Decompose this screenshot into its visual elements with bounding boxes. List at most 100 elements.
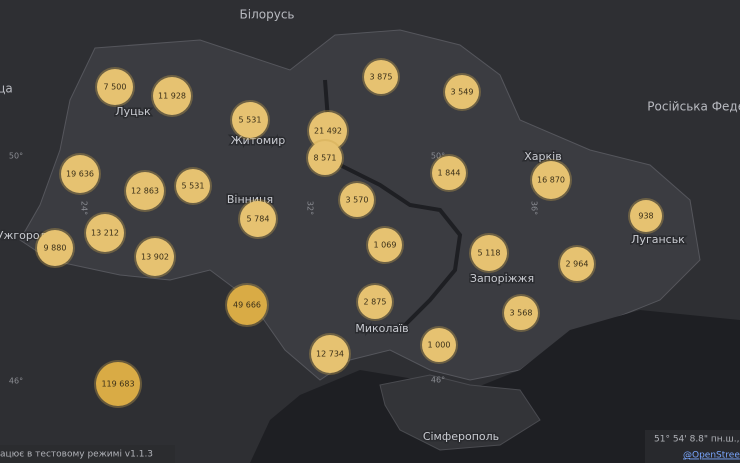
cluster-marker[interactable]: 1 069	[366, 226, 404, 264]
graticule-label: 50°	[431, 152, 445, 161]
cluster-circle	[368, 228, 402, 262]
country-label: Російська Федер	[647, 100, 740, 114]
city-label: Луганськ	[631, 233, 685, 246]
cluster-circle	[432, 156, 466, 190]
cluster-marker[interactable]: 3 570	[338, 181, 376, 219]
cluster-circle	[358, 285, 392, 319]
cluster-marker[interactable]: 938	[628, 198, 664, 234]
cluster-marker[interactable]: 8 571	[306, 139, 344, 177]
cluster-count: 7 500	[104, 83, 127, 92]
cluster-circle	[37, 230, 73, 266]
cluster-marker[interactable]: 3 875	[362, 58, 400, 96]
cluster-circle	[86, 214, 124, 252]
cluster-circle	[153, 77, 191, 115]
cluster-marker[interactable]: 1 844	[430, 154, 468, 192]
city-label: Харків	[524, 150, 561, 163]
status-bar	[0, 445, 175, 463]
cluster-circle	[227, 285, 267, 325]
cluster-marker[interactable]: 5 531	[230, 100, 270, 140]
cluster-circle	[471, 235, 507, 271]
graticule-label: 32°	[306, 201, 315, 215]
cluster-count: 5 531	[182, 182, 205, 191]
cluster-circle	[311, 335, 349, 373]
cluster-marker[interactable]: 12 863	[124, 170, 166, 212]
cluster-count: 938	[638, 212, 653, 221]
cluster-marker[interactable]: 119 683	[94, 360, 142, 408]
cluster-count: 5 118	[478, 249, 501, 258]
cluster-count: 1 844	[438, 169, 461, 178]
cluster-marker[interactable]: 11 928	[151, 75, 193, 117]
cluster-count: 5 784	[247, 215, 270, 224]
cluster-count: 49 666	[233, 301, 261, 310]
cluster-count: 3 570	[346, 196, 369, 205]
cluster-marker[interactable]: 13 212	[84, 212, 126, 254]
sea	[250, 310, 740, 463]
graticule-label: 36°	[530, 201, 539, 215]
cluster-circle	[445, 75, 479, 109]
cluster-marker[interactable]: 7 500	[95, 67, 135, 107]
cluster-count: 8 571	[314, 154, 337, 163]
cluster-marker[interactable]: 19 636	[59, 153, 101, 195]
cluster-circle	[309, 112, 347, 150]
cluster-circle	[532, 161, 570, 199]
cluster-marker[interactable]: 3 549	[443, 73, 481, 111]
cluster-circle	[176, 169, 210, 203]
cluster-circle	[232, 102, 268, 138]
cluster-marker[interactable]: 5 531	[174, 167, 212, 205]
crimea	[379, 374, 541, 451]
cluster-marker[interactable]: 13 902	[134, 236, 176, 278]
cluster-count: 5 531	[239, 116, 262, 125]
graticule-label: 50°	[9, 152, 23, 161]
graticule-label: 46°	[431, 376, 445, 385]
country-label: Білорусь	[240, 8, 295, 22]
cluster-marker[interactable]: 1 000	[420, 326, 458, 364]
cluster-marker[interactable]: 49 666	[225, 283, 269, 327]
city-label: Луцьк	[115, 105, 151, 118]
cluster-count: 1 069	[374, 241, 397, 250]
cluster-circle	[126, 172, 164, 210]
city-label: Сімферополь	[423, 430, 499, 443]
cluster-count: 16 870	[537, 176, 565, 185]
cluster-count: 3 568	[510, 309, 533, 318]
cluster-circle	[61, 155, 99, 193]
cluster-marker[interactable]: 21 492	[307, 110, 349, 152]
coords-text: 51° 54' 8.8" пн.ш.,	[654, 435, 740, 445]
graticule-label: 24°	[80, 201, 89, 215]
cluster-circle	[97, 69, 133, 105]
city-label: Запоріжжя	[470, 272, 534, 285]
cluster-circle	[504, 296, 538, 330]
cluster-circle	[340, 183, 374, 217]
cluster-marker[interactable]: 2 875	[356, 283, 394, 321]
cluster-count: 9 880	[44, 244, 67, 253]
cluster-count: 12 863	[131, 187, 159, 196]
coords-box	[645, 430, 740, 463]
graticule-label: 46°	[9, 377, 23, 386]
cluster-circle	[422, 328, 456, 362]
cluster-circle	[560, 247, 594, 281]
cluster-marker[interactable]: 12 734	[309, 333, 351, 375]
cluster-circle	[136, 238, 174, 276]
country-label: ца	[0, 82, 13, 96]
cluster-circle	[96, 362, 140, 406]
cluster-marker[interactable]: 2 964	[558, 245, 596, 283]
cluster-circle	[630, 200, 662, 232]
cluster-count: 2 875	[364, 298, 387, 307]
cluster-circle	[240, 201, 276, 237]
cluster-circle	[308, 141, 342, 175]
cluster-circle	[364, 60, 398, 94]
cluster-marker[interactable]: 9 880	[35, 228, 75, 268]
city-label: Ужгород	[0, 229, 48, 242]
cluster-count: 1 000	[428, 341, 451, 350]
cluster-count: 11 928	[158, 92, 186, 101]
cluster-count: 2 964	[566, 260, 589, 269]
cluster-marker[interactable]: 3 568	[502, 294, 540, 332]
city-label: Миколаїв	[355, 322, 408, 335]
cluster-marker[interactable]: 5 784	[238, 199, 278, 239]
cluster-count: 13 902	[141, 253, 169, 262]
cluster-marker[interactable]: 5 118	[469, 233, 509, 273]
cluster-count: 13 212	[91, 229, 119, 238]
attribution-link[interactable]: @OpenStree	[683, 451, 740, 461]
cluster-count: 19 636	[66, 170, 94, 179]
cluster-marker[interactable]: 16 870	[530, 159, 572, 201]
